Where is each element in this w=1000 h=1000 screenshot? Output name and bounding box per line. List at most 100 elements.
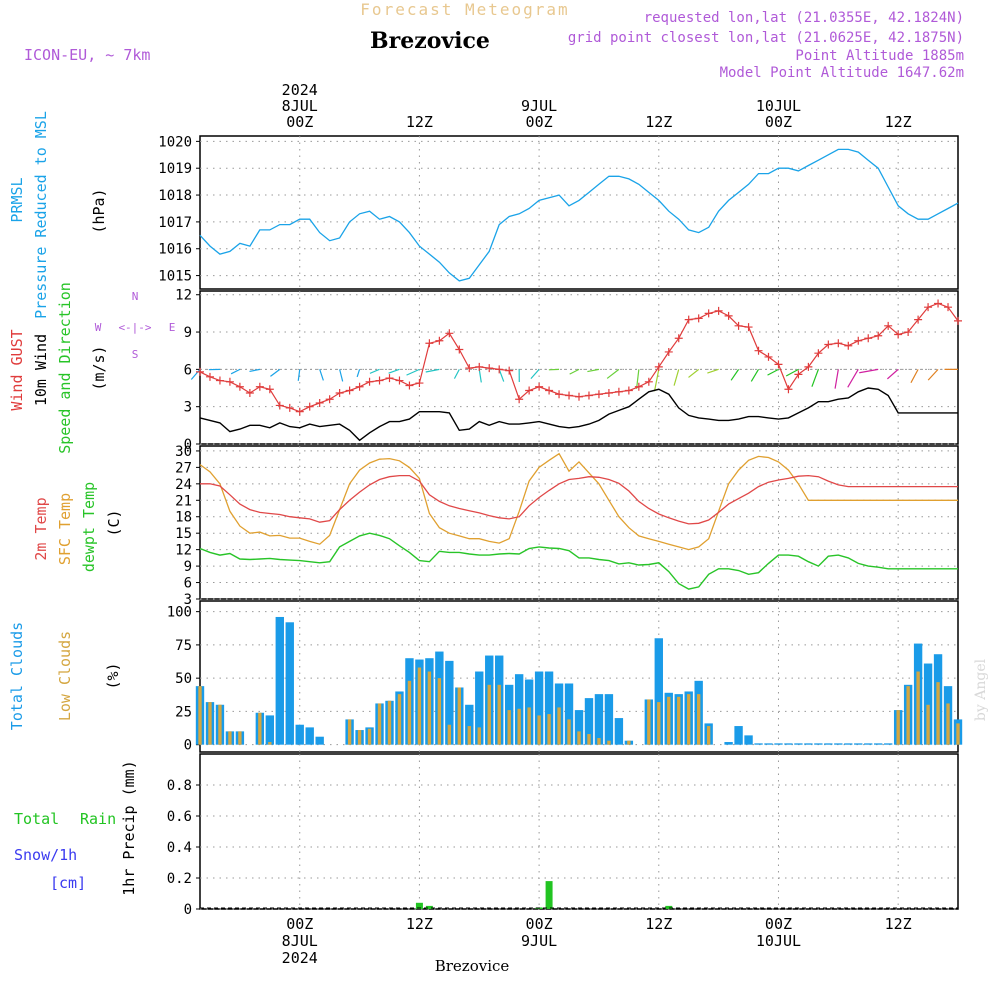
top-time-label: 12Z: [406, 113, 433, 131]
ytick-label-temp: 6: [184, 576, 192, 592]
low-cloud-bar: [577, 731, 581, 745]
low-cloud-bar: [647, 699, 651, 745]
wind-direction-arrow: [190, 368, 201, 380]
clouds-label-low: Low Clouds: [56, 631, 74, 721]
total-cloud-bar: [465, 704, 474, 745]
wind-gust-marker: [425, 339, 434, 348]
low-cloud-bar: [667, 696, 671, 745]
ytick-label-pressure: 1019: [158, 161, 192, 177]
wind-gust-marker: [584, 391, 593, 400]
total-cloud-bar: [854, 743, 863, 745]
wind-gust-marker: [395, 376, 404, 385]
wind-gust-marker: [305, 402, 314, 411]
compass-w: W: [95, 321, 102, 334]
low-cloud-bar: [198, 686, 202, 745]
ytick-label-temp: 24: [175, 477, 192, 493]
bottom-station-label: Brezovice: [435, 957, 510, 975]
wind-gust-marker: [624, 386, 633, 395]
total-cloud-bar: [864, 743, 873, 745]
total-cloud-bar: [594, 694, 604, 745]
total-cloud-bar: [564, 683, 574, 745]
wind-direction-arrow: [388, 368, 400, 374]
low-cloud-bar: [607, 740, 611, 745]
gridpoint-coords: grid point closest lon,lat (21.0625E, 42…: [568, 30, 964, 46]
clouds-label-total: Total Clouds: [8, 622, 26, 730]
pressure-label-desc: Pressure Reduced to MSL: [32, 111, 50, 319]
total-cloud-bar: [574, 710, 584, 745]
wind-gust-marker: [555, 390, 564, 399]
wind-gust-marker: [535, 382, 544, 391]
wind-gust-marker: [385, 374, 394, 383]
total-cloud-bar: [544, 671, 554, 745]
wind-gust-marker: [485, 364, 494, 373]
wind-gust-marker: [215, 376, 224, 385]
wind-gust-marker: [874, 331, 883, 340]
wind-direction-arrow: [606, 368, 620, 379]
wind-direction-arrow: [834, 369, 839, 389]
low-cloud-bar: [697, 694, 701, 745]
wind-gust-marker: [515, 395, 524, 404]
wind-gust-marker: [375, 376, 384, 385]
low-cloud-bar: [706, 726, 711, 745]
precip-label-total: Total: [14, 810, 59, 828]
wind-direction-arrow: [673, 369, 680, 386]
bottom-time-label: 12Z: [645, 915, 672, 933]
point-altitude: Point Altitude 1885m: [795, 48, 964, 64]
low-cloud-bar: [597, 738, 601, 745]
ytick-label-wind: 0: [184, 437, 192, 453]
wind-gust-marker: [455, 345, 464, 354]
wind-direction-arrow: [886, 368, 899, 380]
wind-direction-arrow: [453, 369, 460, 379]
model-label: ICON-EU, ~ 7km: [24, 46, 150, 64]
total-cloud-bar: [614, 718, 624, 745]
total-cloud-bar: [784, 743, 793, 745]
ytick-label-temp: 9: [184, 559, 192, 575]
low-cloud-bar: [657, 702, 661, 745]
total-cloud-bar: [654, 638, 663, 745]
wind-gust-marker: [694, 314, 703, 323]
ytick-label-temp: 27: [175, 460, 192, 476]
total-cloud-bar: [295, 724, 304, 745]
total-cloud-bar: [744, 735, 753, 745]
wind-gust-marker: [575, 392, 583, 401]
wind-direction-arrow: [297, 369, 301, 381]
wind-direction-arrow: [688, 368, 700, 378]
wind-direction-arrow: [635, 369, 640, 389]
low-cloud-bar: [687, 694, 691, 745]
ytick-label-pressure: 1020: [158, 134, 192, 150]
wind-gust-marker: [884, 321, 893, 330]
precip-label-cm: [cm]: [50, 874, 86, 892]
dewpoint-line: [199, 532, 958, 590]
rain-bar: [665, 905, 673, 909]
wind-gust-marker: [844, 341, 853, 350]
wind-gust-marker: [724, 311, 733, 320]
temp-unit: (C): [105, 509, 123, 536]
low-cloud-bar: [547, 714, 551, 745]
bottom-time-label: 2024: [282, 949, 318, 967]
low-cloud-bar: [527, 707, 531, 745]
wind-gust-marker: [614, 387, 623, 396]
low-cloud-bar: [228, 731, 232, 745]
wind-gust-marker: [634, 382, 643, 391]
wind-gust-marker: [196, 367, 204, 376]
ytick-label-pressure: 1015: [158, 269, 192, 285]
ytick-label-temp: 12: [175, 543, 192, 559]
bottom-time-label: 00Z: [526, 915, 553, 933]
low-cloud-bar: [896, 710, 900, 745]
chart-title: Brezovice: [370, 28, 490, 54]
chart-subtitle: Forecast Meteogram: [360, 0, 569, 19]
precip-label-snow: Snow/1h: [14, 846, 77, 864]
wind-speed-line: [199, 387, 958, 442]
low-cloud-bar: [567, 719, 571, 745]
wind-direction-arrow: [859, 368, 879, 374]
wind-direction-arrow: [530, 368, 540, 380]
low-cloud-bar: [487, 684, 491, 745]
wind-direction-arrow: [319, 369, 324, 381]
wind-gust-marker: [465, 364, 474, 373]
wind-gust-marker: [704, 309, 713, 318]
wind-gust-marker: [864, 334, 873, 343]
wind-gust-marker: [235, 382, 244, 391]
wind-gust-marker: [275, 401, 284, 410]
total-cloud-bar: [883, 743, 893, 745]
